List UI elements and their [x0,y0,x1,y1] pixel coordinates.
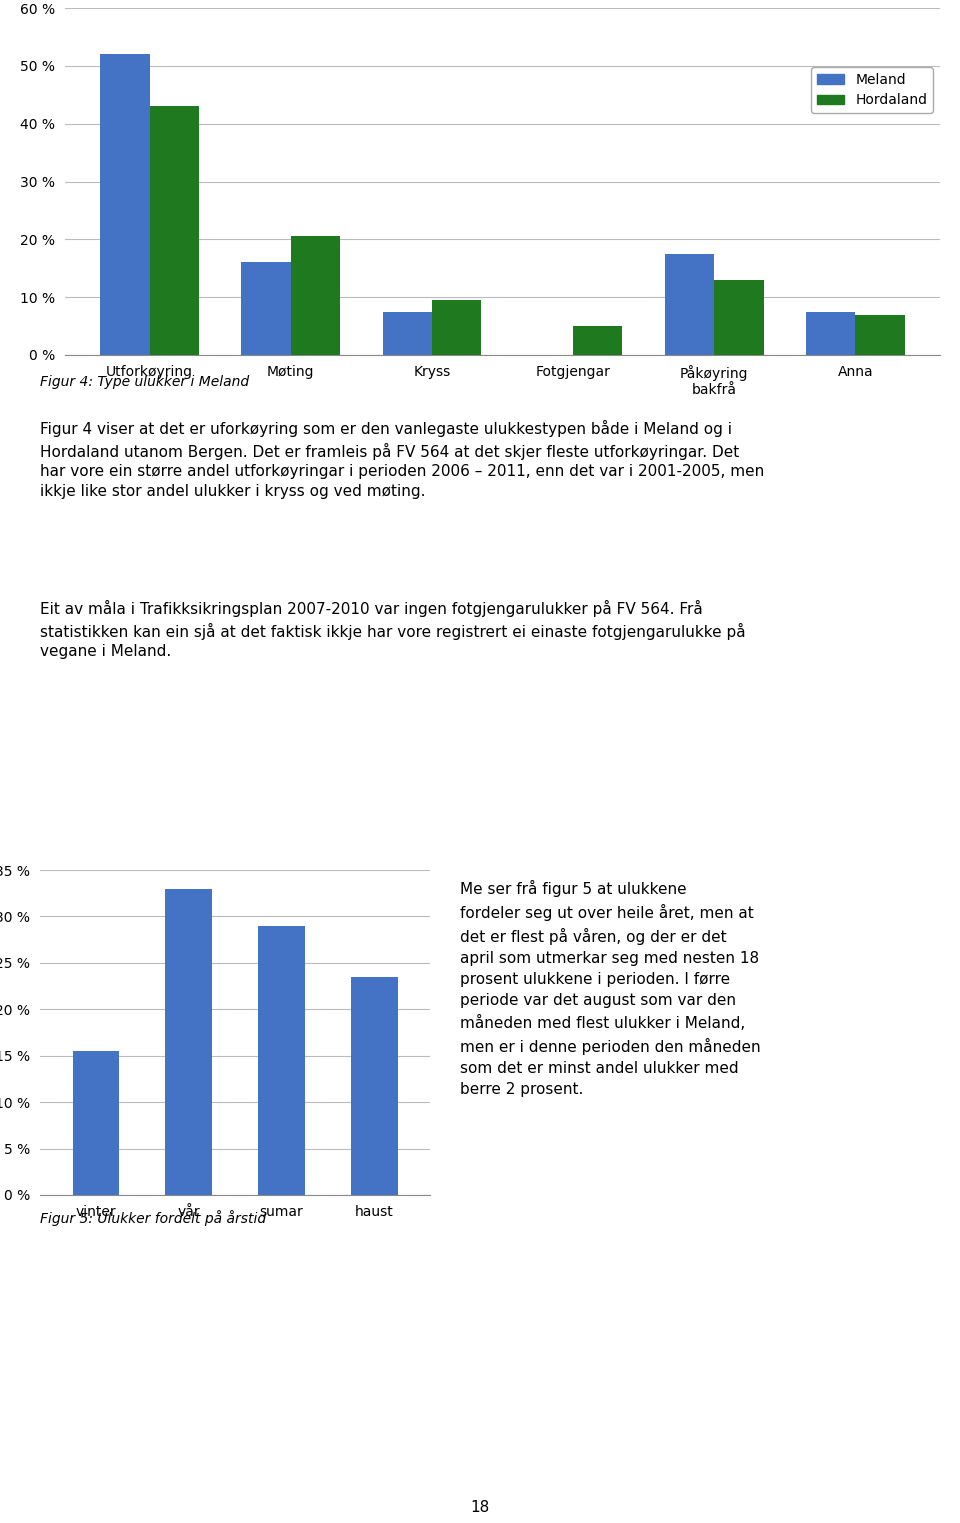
Bar [382,312,432,355]
Bar [165,888,212,1196]
Legend: Meland, Hordaland: Meland, Hordaland [811,67,933,113]
Bar [258,926,304,1196]
Bar [291,236,340,355]
Text: Me ser frå figur 5 at ulukkene
fordeler seg ut over heile året, men at
det er fl: Me ser frå figur 5 at ulukkene fordeler … [460,880,760,1097]
Bar [432,300,481,355]
Bar [714,280,763,355]
Text: Figur 4: Type ulukker i Meland: Figur 4: Type ulukker i Meland [40,375,250,388]
Text: Figur 4 viser at det er uforkøyring som er den vanlegaste ulukkestypen både i Me: Figur 4 viser at det er uforkøyring som … [40,420,764,500]
Bar [351,976,397,1196]
Text: Eit av måla i Trafikksikringsplan 2007-2010 var ingen fotgjengarulukker på FV 56: Eit av måla i Trafikksikringsplan 2007-2… [40,600,746,659]
Text: 18: 18 [470,1500,490,1515]
Bar [241,262,291,355]
Bar [806,312,855,355]
Text: Figur 5: Ulukker fordelt på årstid: Figur 5: Ulukker fordelt på årstid [40,1209,266,1226]
Bar [855,315,904,355]
Bar [573,326,622,355]
Bar [73,1051,119,1196]
Bar [664,254,714,355]
Bar [150,107,199,355]
Bar [100,55,150,355]
